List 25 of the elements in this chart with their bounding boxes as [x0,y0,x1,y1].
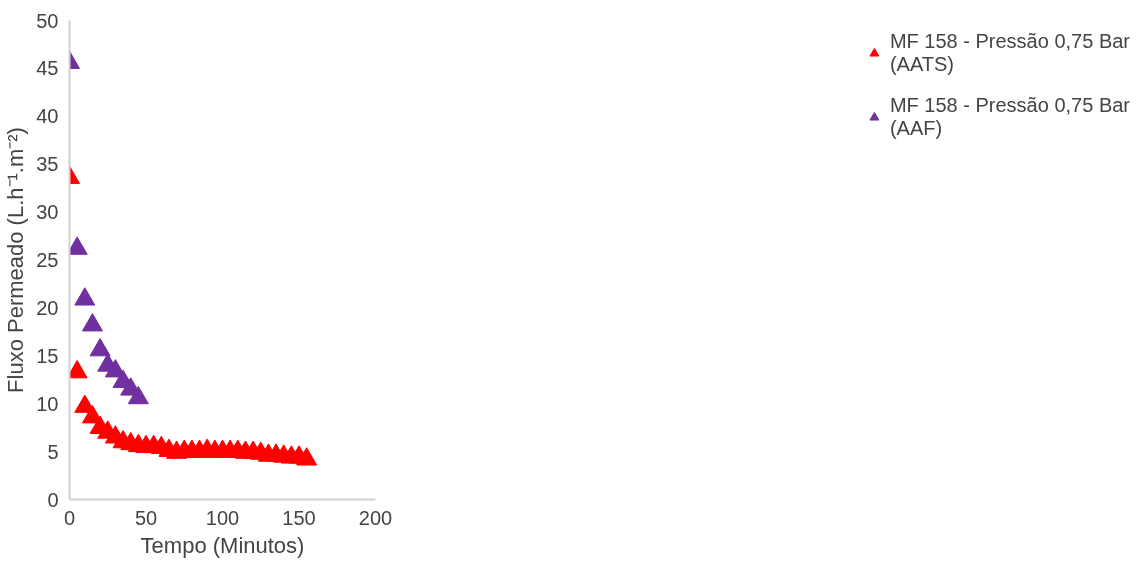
point [127,385,149,405]
y-tick-label: 20 [36,296,59,319]
x-tick-label: 50 [134,506,158,529]
y-tick-label: 30 [36,201,59,224]
y-tick-label: 15 [36,344,59,367]
x-tick-label: 100 [205,506,240,529]
legend-label: MF 158 - Pressão 0,75 Bar (AAF) [889,94,1130,140]
point [81,313,103,332]
y-tick-label: 10 [36,392,59,415]
y-axis-title: Fluxo Permeado (L.h⁻¹.m⁻²) [3,127,29,393]
y-tick-label: 35 [36,153,59,176]
y-tick-label: 0 [47,488,59,511]
y-tick-label: 45 [36,57,59,80]
x-tick-label: 150 [282,506,316,529]
y-tick-label: 50 [36,9,59,32]
legend-label: MF 158 - Pressão 0,75 Bar (AATS) [889,30,1130,76]
point [296,447,318,466]
y-tick-label: 25 [36,249,59,271]
x-tick-label: 200 [358,506,393,529]
y-tick-label: 5 [47,440,59,463]
point [74,287,96,306]
y-tick-label: 40 [36,105,59,128]
point [89,338,111,357]
x-axis-title: Tempo (Minutos) [140,532,305,558]
x-tick-label: 0 [63,506,76,529]
